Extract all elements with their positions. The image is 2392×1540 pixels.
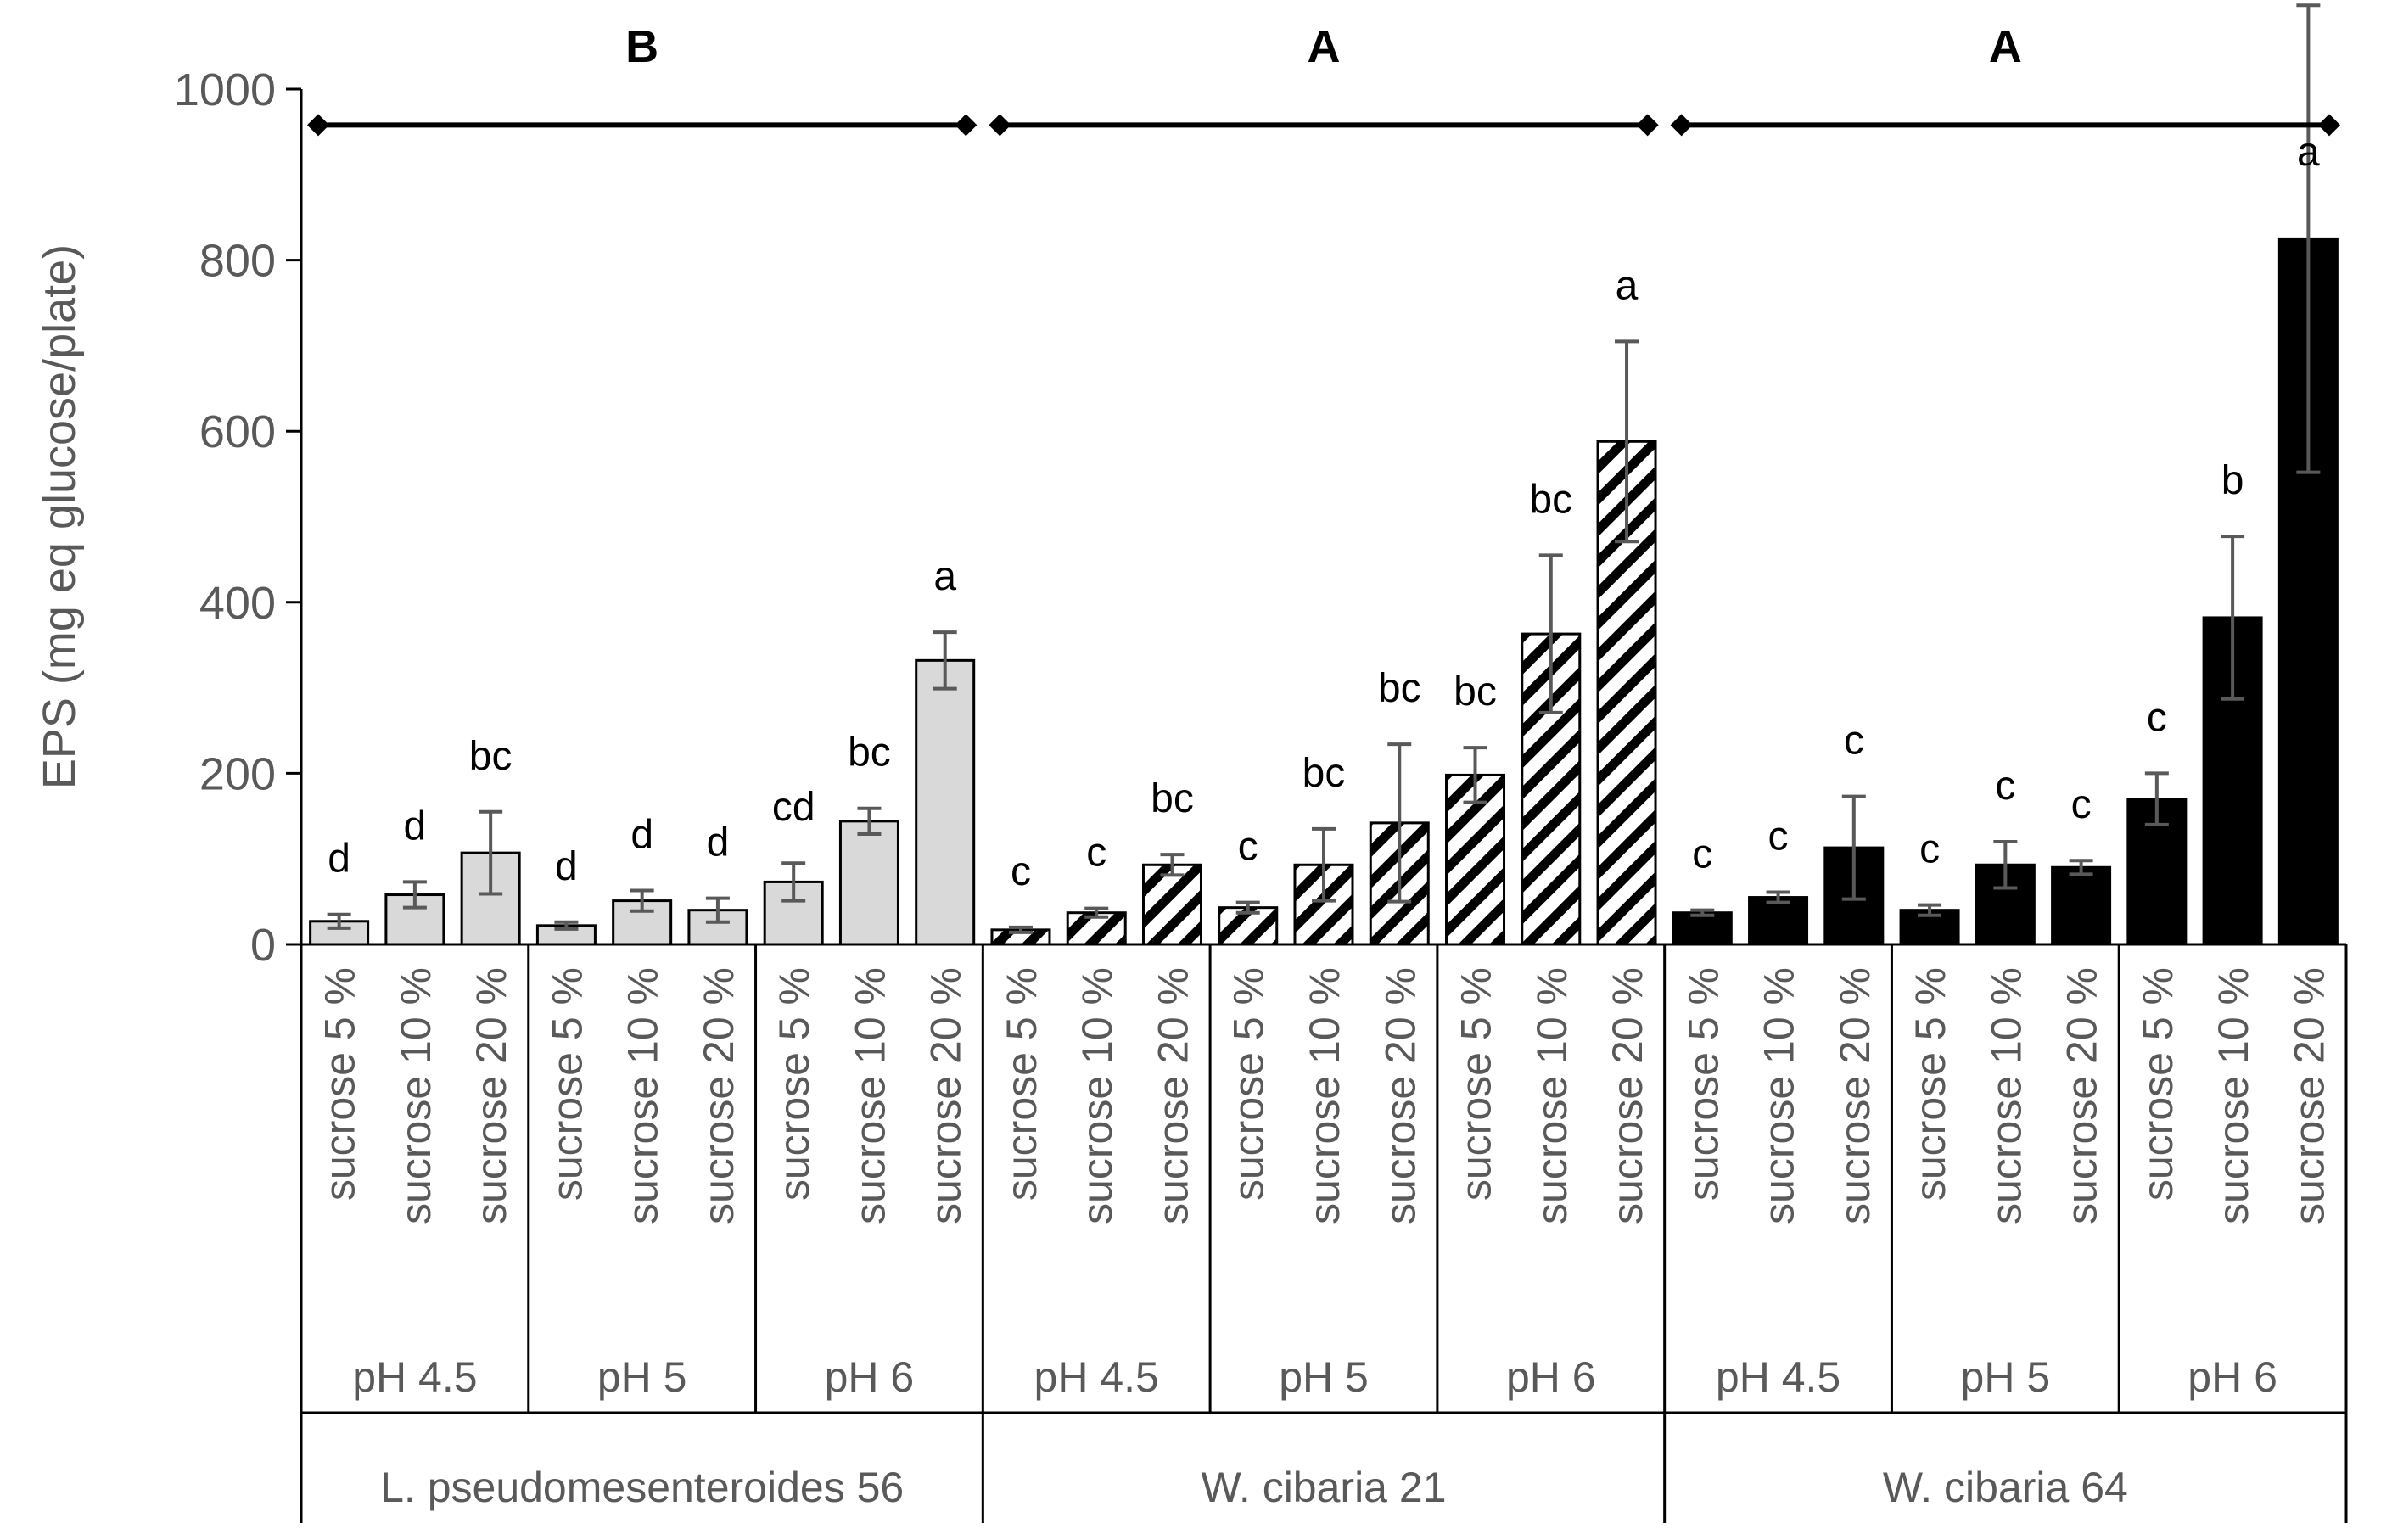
- x-category-label: sucrose 5 %: [317, 967, 364, 1201]
- bar: [1748, 896, 1809, 946]
- x-category-label: sucrose 5 %: [1453, 967, 1500, 1201]
- significance-letter: c: [1844, 719, 1864, 764]
- bracket-diamond-marker: [955, 114, 978, 137]
- significance-letter: bc: [1378, 666, 1421, 711]
- x-category-label: sucrose 20 %: [1831, 967, 1879, 1224]
- y-tick-label: 200: [199, 748, 276, 799]
- x-category-label: sucrose 10 %: [846, 967, 893, 1224]
- ph-label: pH 6: [825, 1353, 915, 1401]
- y-tick-label: 800: [199, 236, 276, 287]
- x-category-label: sucrose 5 %: [1907, 967, 1954, 1201]
- significance-letter: c: [2071, 782, 2092, 827]
- y-tick-label: 1000: [174, 64, 276, 115]
- ph-label: pH 4.5: [352, 1353, 477, 1401]
- strain-significance-letter: A: [1989, 21, 2022, 72]
- y-axis-title: EPS (mg eq glucose/plate): [34, 244, 85, 789]
- significance-letter: a: [2297, 130, 2320, 175]
- y-tick-label: 0: [250, 920, 276, 971]
- significance-letter: c: [1692, 832, 1712, 877]
- significance-letter: bc: [1302, 751, 1346, 796]
- y-tick-label: 400: [199, 578, 276, 629]
- x-category-label: sucrose 10 %: [1301, 967, 1348, 1224]
- x-category-label: sucrose 10 %: [1982, 967, 2030, 1224]
- x-category-label: sucrose 20 %: [1376, 967, 1424, 1224]
- bracket-diamond-marker: [1670, 114, 1693, 137]
- significance-letter: bc: [1454, 669, 1497, 714]
- significance-letter: bc: [1529, 477, 1572, 522]
- bracket-diamond-marker: [2318, 114, 2340, 137]
- x-category-label: sucrose 10 %: [392, 967, 440, 1224]
- x-category-label: sucrose 20 %: [1149, 967, 1196, 1224]
- ph-label: pH 5: [1279, 1353, 1369, 1401]
- significance-letter: c: [2147, 695, 2167, 740]
- bar: [1141, 863, 1202, 946]
- strain-significance-letter: B: [625, 21, 658, 72]
- x-category-label: sucrose 5 %: [1679, 967, 1727, 1201]
- y-tick-label: 600: [199, 406, 276, 457]
- x-category-label: sucrose 10 %: [619, 967, 667, 1224]
- ph-label: pH 5: [1961, 1353, 2051, 1401]
- x-category-label: sucrose 20 %: [1604, 967, 1651, 1224]
- x-category-label: sucrose 20 %: [695, 967, 742, 1224]
- strain-significance-letter: A: [1308, 21, 1341, 72]
- significance-letter: c: [1919, 827, 1940, 872]
- x-category-label: sucrose 5 %: [543, 967, 591, 1201]
- bracket-diamond-marker: [989, 114, 1011, 137]
- significance-letter: d: [555, 844, 578, 889]
- significance-letter: bc: [848, 731, 891, 776]
- x-category-label: sucrose 5 %: [1225, 967, 1273, 1201]
- bar: [838, 820, 899, 946]
- bar: [915, 658, 976, 946]
- significance-letter: a: [933, 554, 956, 599]
- significance-letter: d: [328, 837, 350, 882]
- ph-label: pH 4.5: [1034, 1353, 1159, 1401]
- significance-letter: a: [1616, 263, 1639, 308]
- significance-letter: c: [1768, 815, 1789, 860]
- significance-letter: bc: [469, 734, 513, 779]
- x-category-label: sucrose 20 %: [468, 967, 515, 1224]
- significance-letter: cd: [772, 785, 815, 830]
- bar: [1672, 911, 1733, 946]
- significance-letter: c: [1238, 825, 1258, 870]
- significance-letter: d: [707, 820, 730, 865]
- x-category-label: sucrose 5 %: [998, 967, 1045, 1201]
- x-category-label: sucrose 5 %: [770, 967, 818, 1201]
- bracket-diamond-marker: [1636, 114, 1659, 137]
- significance-letter: d: [630, 812, 653, 857]
- significance-letter: bc: [1151, 776, 1194, 821]
- x-category-label: sucrose 20 %: [922, 967, 970, 1224]
- significance-letter: c: [1995, 764, 2015, 809]
- ph-label: pH 6: [1506, 1353, 1596, 1401]
- x-category-label: sucrose 10 %: [2210, 967, 2257, 1224]
- significance-letter: d: [404, 804, 427, 848]
- bracket-diamond-marker: [307, 114, 329, 137]
- x-category-label: sucrose 10 %: [1073, 967, 1121, 1224]
- ph-label: pH 5: [597, 1353, 687, 1401]
- plot-area: 0 200 400 600 800 1000 EPS (mg eq glucose/plat…: [34, 3, 2348, 1523]
- ph-label: pH 4.5: [1716, 1353, 1840, 1401]
- bar: [2051, 865, 2112, 946]
- strain-label: L. pseudomesenteroides 56: [380, 1464, 904, 1511]
- strain-label: W. cibaria 64: [1883, 1464, 2128, 1511]
- strain-label: W. cibaria 21: [1201, 1464, 1446, 1511]
- ph-label: pH 6: [2188, 1353, 2277, 1401]
- x-category-label: sucrose 20 %: [2059, 967, 2106, 1224]
- x-category-label: sucrose 10 %: [1528, 967, 1576, 1224]
- x-category-label: sucrose 5 %: [2134, 967, 2182, 1201]
- significance-letter: b: [2221, 458, 2244, 503]
- x-category-label: sucrose 10 %: [1756, 967, 1803, 1224]
- significance-letter: c: [1086, 831, 1106, 876]
- significance-letter: c: [1011, 849, 1031, 894]
- x-category-label: sucrose 20 %: [2285, 967, 2333, 1224]
